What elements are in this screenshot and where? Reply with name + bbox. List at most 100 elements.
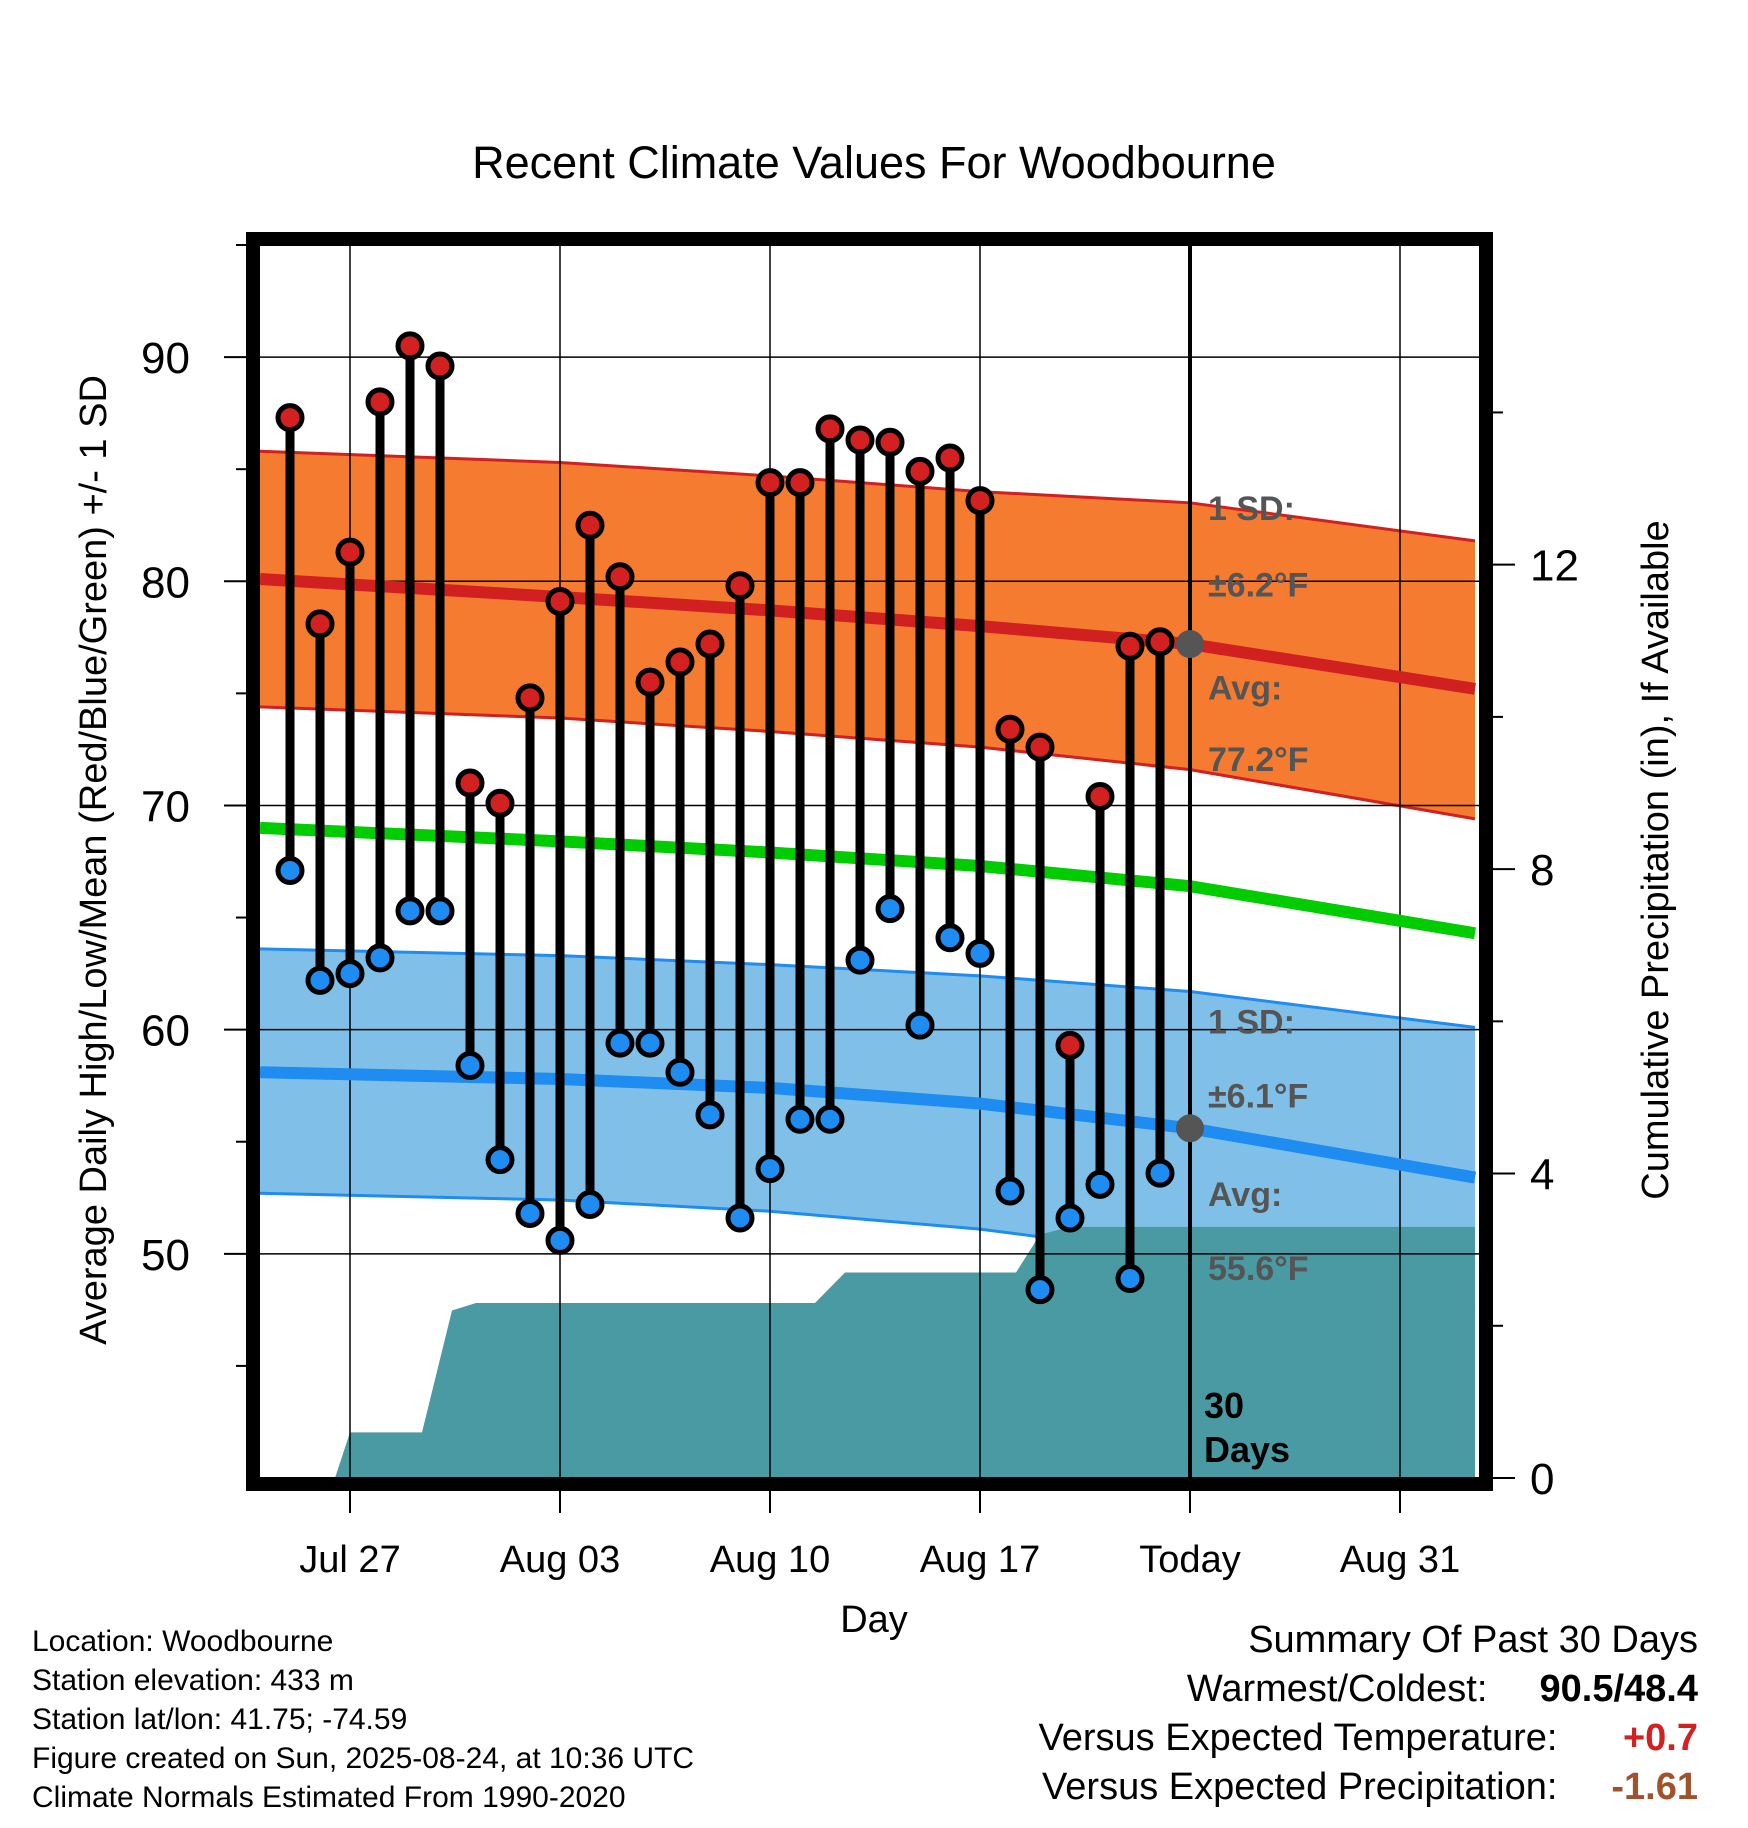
obs-low-point-18 bbox=[815, 1104, 845, 1134]
mean-high-line bbox=[259, 573, 1476, 695]
obs-high-point-2 bbox=[335, 537, 365, 567]
obs-low-point-1 bbox=[305, 965, 335, 995]
precip-row: Versus Expected Precipitation: -1.61 bbox=[1039, 1763, 1698, 1812]
obs-low-point-22 bbox=[935, 923, 965, 953]
obs-high-point-15 bbox=[725, 571, 755, 601]
y2-tick-label-12: 12 bbox=[1530, 542, 1579, 591]
obs-high-point-6 bbox=[455, 768, 485, 798]
station-info: Location: Woodbourne Station elevation: … bbox=[32, 1622, 694, 1817]
obs-low-point-15 bbox=[725, 1203, 755, 1233]
obs-low-point-27 bbox=[1085, 1169, 1115, 1199]
x-tick-label-1: Aug 03 bbox=[500, 1539, 620, 1581]
obs-low-point-21 bbox=[905, 1010, 935, 1040]
obs-high-point-20 bbox=[875, 427, 905, 457]
obs-low-point-26 bbox=[1055, 1203, 1085, 1233]
created-text: Figure created on Sun, 2025-08-24, at 10… bbox=[32, 1742, 695, 1775]
mean-line bbox=[259, 821, 1476, 940]
obs-low-point-14 bbox=[695, 1100, 725, 1130]
y-tick-label-70: 70 bbox=[141, 782, 190, 831]
temp-label: Versus Expected Temperature: bbox=[1038, 1717, 1558, 1759]
warmest-row: Warmest/Coldest: 90.5/48.4 bbox=[1039, 1665, 1698, 1714]
elevation-text: Station elevation: 433 m bbox=[32, 1664, 354, 1697]
obs-low-point-24 bbox=[995, 1176, 1025, 1206]
obs-low-point-19 bbox=[845, 945, 875, 975]
obs-high-point-11 bbox=[605, 562, 635, 592]
obs-high-point-29 bbox=[1145, 627, 1175, 657]
y2-tick-label-8: 8 bbox=[1530, 846, 1554, 895]
obs-high-point-19 bbox=[845, 425, 875, 455]
high-sd-upper-line bbox=[259, 449, 1476, 543]
obs-high-point-1 bbox=[305, 609, 335, 639]
obs-low-point-28 bbox=[1115, 1263, 1145, 1293]
obs-low-point-4 bbox=[395, 896, 425, 926]
high-sd-band bbox=[260, 451, 1475, 819]
latlon-text: Station lat/lon: 41.75; -74.59 bbox=[32, 1703, 408, 1736]
obs-low-point-0 bbox=[275, 855, 305, 885]
low-sd-upper-line bbox=[259, 947, 1476, 1029]
obs-high-point-0 bbox=[275, 403, 305, 433]
obs-high-point-4 bbox=[395, 331, 425, 361]
obs-low-point-12 bbox=[635, 1028, 665, 1058]
obs-high-point-13 bbox=[665, 647, 695, 677]
warmest-value: 90.5/48.4 bbox=[1539, 1668, 1698, 1710]
temp-value: +0.7 bbox=[1622, 1717, 1698, 1759]
obs-high-point-7 bbox=[485, 788, 515, 818]
x-tick-label-0: Jul 27 bbox=[299, 1539, 400, 1581]
obs-high-point-17 bbox=[785, 468, 815, 498]
y-tick-label-60: 60 bbox=[141, 1007, 190, 1056]
obs-high-point-3 bbox=[365, 387, 395, 417]
obs-low-point-20 bbox=[875, 894, 905, 924]
obs-low-point-3 bbox=[365, 943, 395, 973]
obs-high-point-10 bbox=[575, 510, 605, 540]
obs-low-point-13 bbox=[665, 1057, 695, 1087]
y2-axis-label: Cumulative Precipitation (in), If Availa… bbox=[1635, 520, 1677, 1199]
x-axis-label: Day bbox=[840, 1599, 908, 1641]
obs-low-point-5 bbox=[425, 896, 455, 926]
temp-row: Versus Expected Temperature: +0.7 bbox=[1039, 1714, 1698, 1763]
obs-high-point-25 bbox=[1025, 732, 1055, 762]
warmest-label: Warmest/Coldest: bbox=[1186, 1668, 1488, 1710]
obs-high-point-26 bbox=[1055, 1030, 1085, 1060]
y-tick-label-90: 90 bbox=[141, 334, 190, 383]
precip-value: -1.61 bbox=[1611, 1766, 1698, 1808]
obs-high-point-16 bbox=[755, 468, 785, 498]
obs-high-point-9 bbox=[545, 586, 575, 616]
obs-high-point-22 bbox=[935, 443, 965, 473]
y2-tick-label-4: 4 bbox=[1530, 1151, 1554, 1200]
low-avg-label: Avg: bbox=[1208, 1176, 1282, 1214]
obs-high-point-23 bbox=[965, 486, 995, 516]
obs-low-point-25 bbox=[1025, 1275, 1055, 1305]
obs-low-point-8 bbox=[515, 1198, 545, 1228]
obs-high-point-24 bbox=[995, 714, 1025, 744]
days-label-1: Days bbox=[1204, 1429, 1290, 1470]
high-avg-value: 77.2°F bbox=[1208, 741, 1309, 779]
plot-area: 1 SD: ±6.2°F Avg: 77.2°F 1 SD: ±6.1°F Avg: 55.6… bbox=[141, 232, 1579, 1581]
high-sd-value: ±6.2°F bbox=[1208, 566, 1308, 604]
summary-heading: Summary Of Past 30 Days bbox=[1248, 1619, 1698, 1661]
high-sd-label: 1 SD: bbox=[1208, 490, 1295, 528]
chart-title: Recent Climate Values For Woodbourne bbox=[472, 137, 1276, 188]
low-sd-value: ±6.1°F bbox=[1208, 1077, 1308, 1115]
low-sd-label: 1 SD: bbox=[1208, 1003, 1295, 1041]
y-axis-label: Average Daily High/Low/Mean (Red/Blue/Gr… bbox=[73, 375, 115, 1345]
x-tick-label-3: Aug 17 bbox=[920, 1539, 1040, 1581]
obs-low-point-23 bbox=[965, 938, 995, 968]
obs-low-point-29 bbox=[1145, 1158, 1175, 1188]
obs-low-point-9 bbox=[545, 1225, 575, 1255]
precip-label: Versus Expected Precipitation: bbox=[1042, 1766, 1558, 1808]
normals-text: Climate Normals Estimated From 1990-2020 bbox=[32, 1781, 626, 1814]
obs-low-point-17 bbox=[785, 1104, 815, 1134]
x-tick-label-5: Aug 31 bbox=[1340, 1539, 1460, 1581]
obs-high-point-21 bbox=[905, 456, 935, 486]
obs-low-point-6 bbox=[455, 1051, 485, 1081]
obs-high-point-5 bbox=[425, 351, 455, 381]
obs-low-point-16 bbox=[755, 1154, 785, 1184]
summary-panel: Summary Of Past 30 Days Warmest/Coldest:… bbox=[1039, 1616, 1698, 1812]
obs-low-point-2 bbox=[335, 959, 365, 989]
obs-high-point-18 bbox=[815, 414, 845, 444]
low-avg-value: 55.6°F bbox=[1208, 1250, 1309, 1288]
obs-high-point-27 bbox=[1085, 781, 1115, 811]
days-label-0: 30 bbox=[1204, 1385, 1244, 1426]
obs-high-point-28 bbox=[1115, 631, 1145, 661]
